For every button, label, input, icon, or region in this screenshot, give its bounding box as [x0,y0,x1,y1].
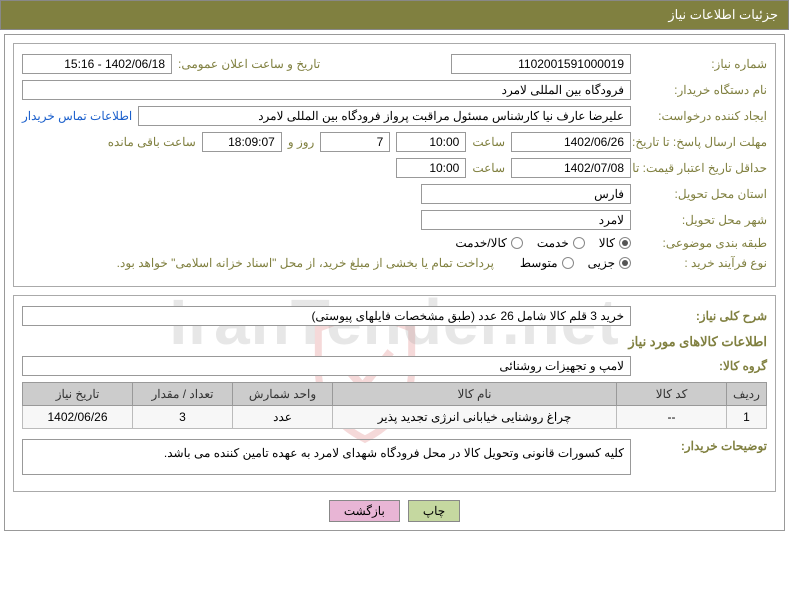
cat-goods-label: کالا [599,236,615,250]
buyer-org-value: فرودگاه بین المللی لامرد [22,80,631,100]
buyer-org-label: نام دستگاه خریدار: [637,83,767,97]
need-desc-panel: شرح کلی نیاز: خرید 3 قلم کالا شامل 26 عد… [13,295,776,492]
reply-deadline-label: مهلت ارسال پاسخ: تا تاریخ: [637,135,767,149]
page-header: جزئیات اطلاعات نیاز [0,0,789,30]
days-suffix: روز و [288,135,315,149]
need-no-value: 1102001591000019 [451,54,631,74]
group-value: لامپ و تجهیزات روشنائی [22,356,631,376]
col-header: نام کالا [333,383,617,406]
days-value: 7 [320,132,390,152]
table-cell: چراغ روشنایی خیابانی انرژی تجدید پذیر [333,406,617,429]
process-radio-group: جزیی متوسط [520,256,631,270]
price-valid-label: حداقل تاریخ اعتبار قیمت: تا تاریخ: [637,161,767,175]
remain-suffix: ساعت باقی مانده [108,135,196,149]
radio-both[interactable] [511,237,523,249]
items-table: ردیفکد کالانام کالاواحد شمارشتعداد / مقد… [22,382,767,429]
province-value: فارس [421,184,631,204]
province-label: استان محل تحویل: [637,187,767,201]
main-frame: IranTender.net شماره نیاز: 1102001591000… [4,34,785,531]
buyer-notes-value: کلیه کسورات قانونی وتحویل کالا در محل فر… [22,439,631,475]
table-row: 1--چراغ روشنایی خیابانی انرژی تجدید پذیر… [23,406,767,429]
radio-medium[interactable] [562,257,574,269]
need-no-label: شماره نیاز: [637,57,767,71]
col-header: واحد شمارش [233,383,333,406]
details-panel: شماره نیاز: 1102001591000019 تاریخ و ساع… [13,43,776,287]
print-button[interactable]: چاپ [408,500,460,522]
buyer-contact-link[interactable]: اطلاعات تماس خریدار [22,109,132,123]
radio-service[interactable] [573,237,585,249]
requester-value: علیرضا عارف نیا کارشناس مسئول مراقبت پرو… [138,106,631,126]
button-row: چاپ بازگشت [13,500,776,522]
process-label: نوع فرآیند خرید : [637,256,767,270]
page-title: جزئیات اطلاعات نیاز [668,7,778,22]
radio-partial[interactable] [619,257,631,269]
back-button[interactable]: بازگشت [329,500,400,522]
category-label: طبقه بندی موضوعی: [637,236,767,250]
process-note: پرداخت تمام یا بخشی از مبلغ خرید، از محل… [117,256,494,270]
announce-value: 1402/06/18 - 15:16 [22,54,172,74]
table-cell: عدد [233,406,333,429]
table-cell: -- [617,406,727,429]
cat-service-label: خدمت [537,236,569,250]
table-cell: 1402/06/26 [23,406,133,429]
table-cell: 1 [727,406,767,429]
reply-time: 10:00 [396,132,466,152]
radio-goods[interactable] [619,237,631,249]
remain-time: 18:09:07 [202,132,282,152]
time-label-2: ساعت [472,161,505,175]
col-header: ردیف [727,383,767,406]
proc-medium-label: متوسط [520,256,558,270]
city-label: شهر محل تحویل: [637,213,767,227]
city-value: لامرد [421,210,631,230]
requester-label: ایجاد کننده درخواست: [637,109,767,123]
proc-partial-label: جزیی [588,256,615,270]
table-cell: 3 [133,406,233,429]
items-header: اطلاعات کالاهای مورد نیاز [22,334,767,350]
reply-date: 1402/06/26 [511,132,631,152]
category-radio-group: کالا خدمت کالا/خدمت [455,236,631,250]
buyer-notes-label: توضیحات خریدار: [637,439,767,453]
desc-label: شرح کلی نیاز: [637,309,767,323]
price-valid-time: 10:00 [396,158,466,178]
group-label: گروه کالا: [637,359,767,373]
col-header: تاریخ نیاز [23,383,133,406]
cat-both-label: کالا/خدمت [455,236,506,250]
desc-value: خرید 3 قلم کالا شامل 26 عدد (طبق مشخصات … [22,306,631,326]
price-valid-date: 1402/07/08 [511,158,631,178]
col-header: تعداد / مقدار [133,383,233,406]
announce-label: تاریخ و ساعت اعلان عمومی: [178,57,320,71]
time-label-1: ساعت [472,135,505,149]
col-header: کد کالا [617,383,727,406]
